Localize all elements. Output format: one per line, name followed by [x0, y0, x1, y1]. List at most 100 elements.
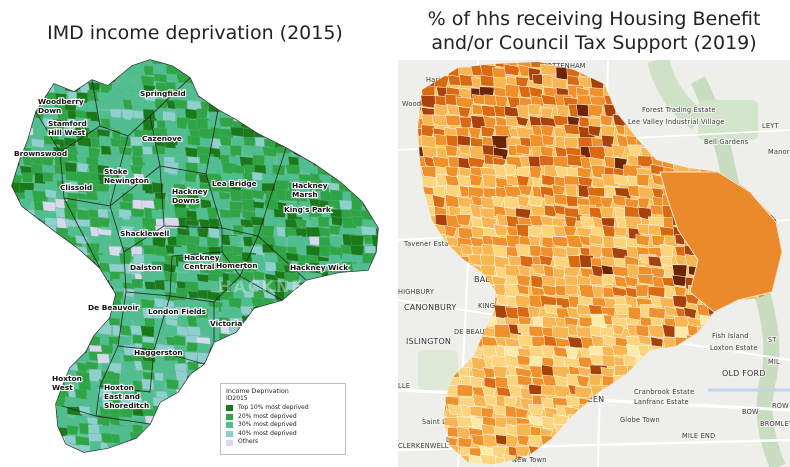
deprivation-area: [361, 342, 376, 355]
deprivation-area: [340, 335, 353, 348]
deprivation-area: [350, 138, 366, 149]
place-label: Tavener Estate: [403, 240, 456, 248]
deprivation-area: [12, 298, 28, 310]
deprivation-area: [331, 164, 344, 177]
deprivation-area: [365, 181, 378, 194]
deprivation-area: [272, 363, 287, 374]
deprivation-area: [200, 462, 212, 467]
deprivation-area: [251, 351, 267, 362]
deprivation-area: [120, 454, 132, 467]
deprivation-area: [24, 359, 37, 372]
deprivation-area: [12, 191, 13, 204]
deprivation-area: [23, 462, 35, 467]
deprivation-area: [23, 344, 38, 356]
deprivation-area: [329, 461, 344, 467]
deprivation-area: [22, 318, 34, 332]
housing-benefit-area: [433, 104, 449, 117]
housing-benefit-area: [552, 114, 569, 126]
deprivation-area: [45, 443, 61, 452]
deprivation-area: [275, 353, 288, 365]
place-label: Cranbrook Estate: [634, 388, 694, 396]
housing-benefit-area: [671, 274, 688, 287]
deprivation-area: [175, 396, 188, 409]
deprivation-area: [210, 371, 223, 384]
place-label: LEYT: [762, 122, 779, 130]
deprivation-area: [295, 306, 309, 320]
deprivation-area: [12, 243, 14, 256]
deprivation-area: [162, 434, 176, 447]
deprivation-area: [43, 344, 56, 357]
deprivation-area: [20, 92, 34, 105]
deprivation-area: [19, 83, 36, 96]
deprivation-area: [284, 75, 298, 86]
deprivation-area: [196, 423, 210, 433]
deprivation-area: [12, 415, 21, 427]
deprivation-area: [12, 325, 25, 336]
deprivation-area: [264, 110, 279, 122]
deprivation-area: [372, 137, 378, 147]
deprivation-area: [85, 279, 102, 292]
deprivation-area: [297, 64, 310, 77]
legend-swatch: [226, 431, 233, 438]
housing-benefit-area: [482, 345, 497, 357]
deprivation-area: [318, 60, 334, 66]
deprivation-area: [265, 352, 278, 366]
deprivation-area: [175, 389, 191, 402]
deprivation-area: [43, 271, 57, 284]
deprivation-area: [231, 336, 246, 349]
deprivation-area: [219, 117, 234, 128]
deprivation-area: [164, 415, 180, 429]
ward-label: Shacklewell: [120, 229, 169, 238]
deprivation-area: [188, 423, 205, 435]
place-label: ROW: [772, 402, 789, 410]
deprivation-area: [384, 156, 392, 166]
deprivation-area: [12, 120, 13, 132]
deprivation-area: [185, 432, 198, 443]
deprivation-area: [364, 271, 378, 284]
deprivation-area: [229, 145, 242, 156]
deprivation-area: [297, 81, 310, 92]
deprivation-area: [350, 244, 365, 256]
housing-benefit-area: [482, 174, 497, 189]
deprivation-area: [0, 181, 11, 193]
deprivation-area: [262, 315, 279, 327]
deprivation-area: [75, 246, 89, 257]
deprivation-area: [285, 164, 302, 176]
deprivation-area: [330, 316, 347, 328]
deprivation-area: [371, 81, 378, 92]
deprivation-area: [275, 119, 288, 130]
deprivation-area: [12, 307, 13, 318]
deprivation-area: [387, 118, 392, 128]
housing-benefit-area: [456, 384, 473, 397]
deprivation-area: [232, 224, 245, 236]
deprivation-area: [167, 189, 179, 202]
deprivation-area: [305, 370, 320, 381]
ward-label: De Beauvoir: [88, 303, 139, 312]
deprivation-area: [12, 424, 14, 434]
deprivation-area: [387, 253, 392, 265]
deprivation-area: [53, 165, 67, 176]
deprivation-area: [20, 262, 36, 276]
deprivation-area: [12, 407, 17, 418]
deprivation-area: [349, 179, 364, 190]
deprivation-area: [12, 379, 16, 390]
deprivation-area: [232, 90, 248, 102]
deprivation-area: [327, 138, 341, 148]
deprivation-area: [305, 336, 322, 347]
deprivation-area: [12, 111, 24, 124]
deprivation-area: [376, 63, 378, 74]
deprivation-area: [42, 333, 55, 346]
deprivation-area: [308, 65, 323, 76]
deprivation-area: [0, 263, 11, 275]
deprivation-area: [12, 246, 27, 257]
deprivation-area: [12, 209, 25, 219]
deprivation-area: [13, 60, 28, 69]
housing-benefit-area: [589, 354, 604, 366]
deprivation-area: [243, 101, 257, 115]
deprivation-area: [166, 425, 179, 438]
deprivation-area: [20, 243, 33, 256]
ward-label: Stamford Hill West: [48, 119, 87, 137]
deprivation-area: [12, 327, 13, 341]
deprivation-area: [371, 289, 378, 302]
deprivation-area: [343, 289, 356, 301]
